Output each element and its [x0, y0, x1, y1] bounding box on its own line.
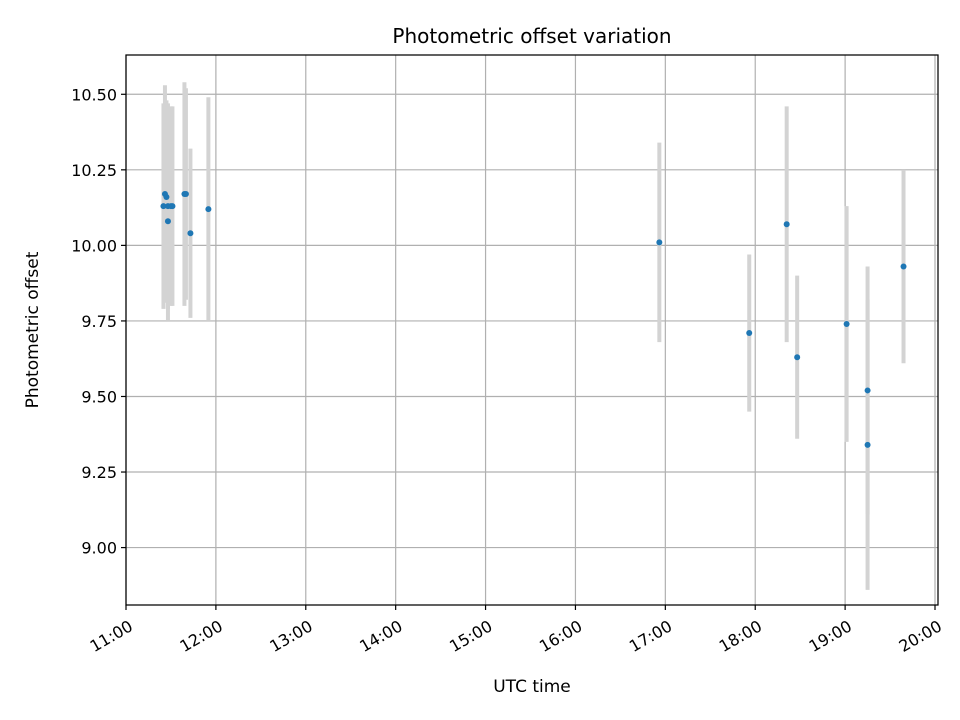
data-point-13	[783, 221, 790, 228]
y-tick-label: 9.25	[81, 463, 117, 482]
x-axis: 11:00 12:00 13:00 14:00 15:00 16:00 17:00 18:00…	[87, 605, 945, 656]
data-point-10	[205, 206, 212, 213]
x-axis-title: UTC time	[493, 677, 571, 697]
data-point-9	[187, 230, 194, 237]
data-point-2	[163, 194, 170, 201]
x-tick-label: 14:00	[356, 616, 405, 656]
plot-frame	[125, 54, 939, 606]
x-tick-label: 17:00	[626, 616, 675, 656]
y-tick-label: 10.00	[71, 236, 117, 255]
y-tick-label: 9.50	[81, 387, 117, 406]
error-bars	[161, 82, 906, 590]
data-point-4	[164, 218, 171, 225]
x-tick-label: 15:00	[446, 616, 495, 656]
data-point-15	[843, 320, 850, 327]
data-point-11	[656, 239, 663, 246]
x-tick-label: 11:00	[87, 616, 136, 656]
data-point-18	[900, 263, 907, 270]
x-tick-label: 12:00	[176, 616, 225, 656]
y-tick-label: 9.00	[81, 539, 117, 558]
y-axis: 9.00 9.25 9.50 9.75 10.00 10.25 10.50	[71, 85, 126, 558]
y-tick-label: 9.75	[81, 312, 117, 331]
x-tick-label: 13:00	[266, 616, 315, 656]
data-point-17	[864, 441, 871, 448]
data-point-12	[746, 330, 753, 337]
x-tick-label: 20:00	[896, 616, 945, 656]
data-point-6	[169, 203, 176, 210]
x-tick-label: 18:00	[716, 616, 765, 656]
data-point-14	[794, 354, 801, 361]
y-tick-label: 10.50	[71, 85, 117, 104]
chart-title: Photometric offset variation	[392, 24, 671, 48]
data-point-8	[182, 191, 189, 198]
y-axis-title: Photometric offset	[23, 251, 43, 408]
grid	[125, 55, 938, 605]
data-point-16	[864, 387, 871, 394]
y-tick-label: 10.25	[71, 161, 117, 180]
x-tick-label: 19:00	[806, 616, 855, 656]
x-tick-label: 16:00	[536, 616, 585, 656]
data-point-0	[160, 203, 167, 210]
data-points	[160, 191, 907, 448]
